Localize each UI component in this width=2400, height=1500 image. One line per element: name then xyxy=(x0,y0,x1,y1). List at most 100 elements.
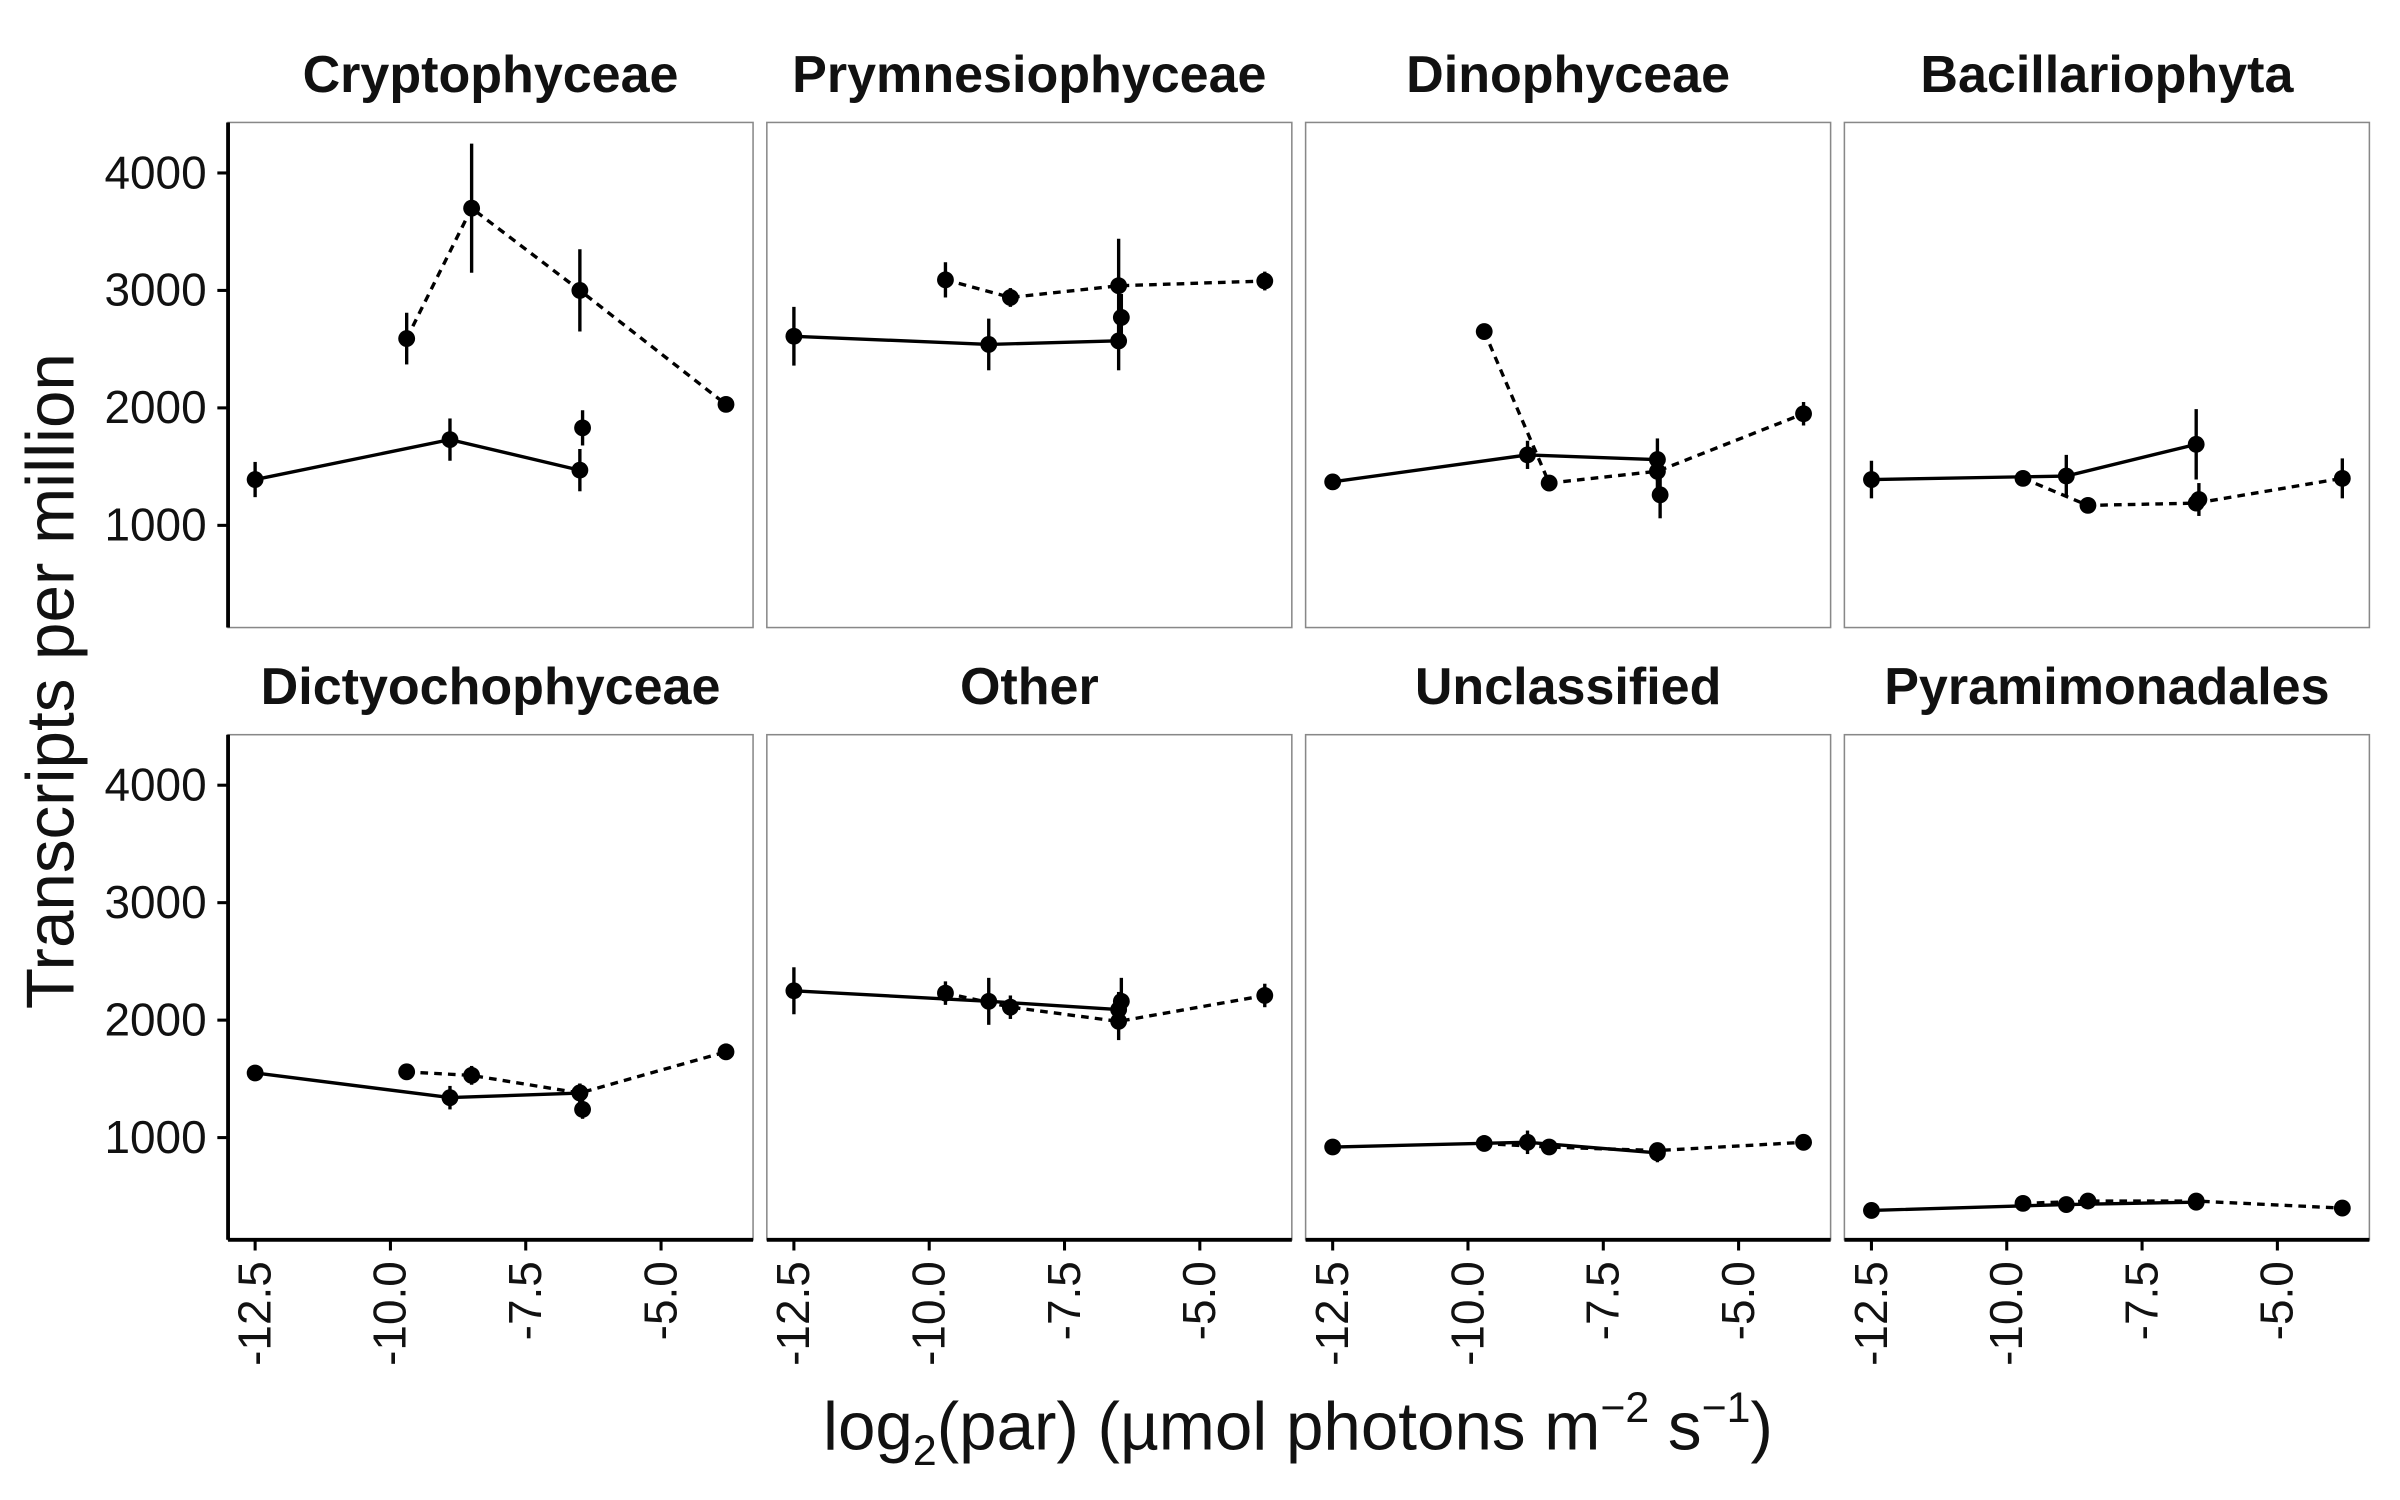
panel-border xyxy=(1304,121,1832,629)
x-tick-label: -7.5 xyxy=(1577,1261,1629,1340)
panel-border xyxy=(1843,121,2371,629)
data-point xyxy=(441,431,459,449)
data-point xyxy=(1256,987,1274,1004)
panel-title: Bacillariophyta xyxy=(1920,46,2294,104)
data-point xyxy=(1795,1133,1812,1151)
x-axis: -12.5 -10.0 -7.5 -5.0 xyxy=(1844,1237,2370,1366)
data-point xyxy=(2190,491,2208,508)
x-tick-label: -10.0 xyxy=(903,1261,955,1366)
data-point xyxy=(2187,1192,2205,1210)
data-point xyxy=(2333,1199,2351,1217)
dashed-series-line xyxy=(945,278,1265,300)
y-tick-label: 4000 xyxy=(105,759,207,811)
x-axis: -12.5 -10.0 -7.5 -5.0 xyxy=(766,1237,1292,1366)
data-point xyxy=(1110,332,1128,350)
data-point xyxy=(246,1064,264,1082)
panel-title: Prymnesiophyceae xyxy=(792,46,1266,104)
data-point xyxy=(463,199,481,217)
data-point xyxy=(1651,486,1669,504)
y-tick-label: 3000 xyxy=(105,264,207,316)
data-point xyxy=(1112,309,1130,326)
panel-title: Cryptophyceae xyxy=(303,46,679,104)
dashed-series-line xyxy=(1484,1140,1804,1153)
data-point xyxy=(441,1089,459,1107)
data-point xyxy=(2057,1196,2075,1213)
data-point xyxy=(1519,446,1536,464)
x-tick-label: -12.5 xyxy=(1306,1261,1358,1366)
x-tick-label: -7.5 xyxy=(2115,1261,2167,1340)
data-point xyxy=(1863,471,1880,488)
data-point xyxy=(398,330,416,348)
data-point xyxy=(2057,467,2075,485)
panel-title: Dictyochophyceae xyxy=(261,658,721,716)
x-tick-label: -12.5 xyxy=(1845,1261,1897,1366)
panel-title: Other xyxy=(960,658,1099,716)
panel: Prymnesiophyceae xyxy=(766,46,1293,629)
data-point xyxy=(574,419,591,437)
dashed-series-line xyxy=(2022,476,2343,508)
dashed-series-line xyxy=(406,1050,727,1095)
x-tick-label: -12.5 xyxy=(228,1261,280,1366)
panels-group: Cryptophyceae Prymnesiophyceae Dinophyceae… xyxy=(227,46,2371,1241)
data-point xyxy=(2079,496,2097,514)
data-point xyxy=(1110,1012,1128,1030)
data-point xyxy=(1519,1133,1536,1151)
x-tick-label: -5.0 xyxy=(634,1261,686,1340)
panel-title: Unclassified xyxy=(1415,658,1722,716)
x-axis: -12.5 -10.0 -7.5 -5.0 xyxy=(228,1237,754,1366)
panel-title: Pyramimonadales xyxy=(1884,658,2329,716)
data-point xyxy=(2014,1194,2032,1212)
data-point xyxy=(1795,405,1812,423)
data-point xyxy=(2079,1192,2097,1210)
data-point xyxy=(1648,1142,1666,1159)
data-point xyxy=(785,982,803,1000)
data-point xyxy=(2187,435,2205,453)
dashed-series-line xyxy=(405,205,728,406)
data-point xyxy=(937,271,954,289)
data-point xyxy=(980,336,998,353)
data-point xyxy=(574,1100,591,1118)
data-point xyxy=(1863,1202,1880,1219)
x-tick-label: -7.5 xyxy=(1038,1261,1090,1340)
x-axis-title: log2(par) (µmol photons m−2 s−1) xyxy=(823,1384,1773,1475)
data-point xyxy=(1112,992,1130,1010)
y-axis: 1000 2000 3000 4000 xyxy=(105,734,230,1240)
x-tick-label: -5.0 xyxy=(2251,1261,2303,1340)
data-point xyxy=(937,984,954,1002)
y-axis: 1000 2000 3000 4000 xyxy=(105,122,230,628)
data-point xyxy=(2333,469,2351,487)
data-point xyxy=(463,1066,481,1084)
data-point xyxy=(1648,462,1666,480)
y-tick-label: 1000 xyxy=(105,1111,207,1163)
panel: Other xyxy=(766,658,1293,1241)
x-tick-label: -10.0 xyxy=(364,1261,416,1366)
data-point xyxy=(1256,272,1274,290)
y-tick-label: 2000 xyxy=(105,993,207,1045)
data-point xyxy=(1001,998,1019,1016)
data-point xyxy=(1475,323,1493,340)
y-tick-label: 2000 xyxy=(105,381,207,433)
panel: Pyramimonadales xyxy=(1843,658,2371,1241)
panel: Cryptophyceae xyxy=(227,46,754,629)
x-tick-label: -7.5 xyxy=(499,1261,551,1340)
panel-title: Dinophyceae xyxy=(1406,46,1730,104)
data-point xyxy=(571,282,589,299)
x-tick-label: -5.0 xyxy=(1712,1261,1764,1340)
data-point xyxy=(246,471,264,488)
panel: Dictyochophyceae xyxy=(227,658,754,1241)
x-tick-label: -10.0 xyxy=(1441,1261,1493,1366)
data-point xyxy=(717,395,735,413)
data-point xyxy=(1540,474,1558,492)
data-point xyxy=(1001,289,1019,306)
data-point xyxy=(1324,1138,1342,1156)
axes-group: 1000 2000 3000 4000 1000 2000 3000 4000 -12.5 -10… xyxy=(105,122,2370,1366)
dashed-series-line xyxy=(2022,1199,2343,1210)
y-axis-title: Transcripts per million xyxy=(13,353,88,1009)
y-tick-label: 3000 xyxy=(105,876,207,928)
panel: Dinophyceae xyxy=(1304,46,1832,629)
x-tick-label: -5.0 xyxy=(1173,1261,1225,1340)
y-tick-label: 1000 xyxy=(105,499,207,551)
dashed-series-line xyxy=(945,991,1266,1024)
data-point xyxy=(717,1043,735,1061)
data-point xyxy=(2014,469,2032,487)
